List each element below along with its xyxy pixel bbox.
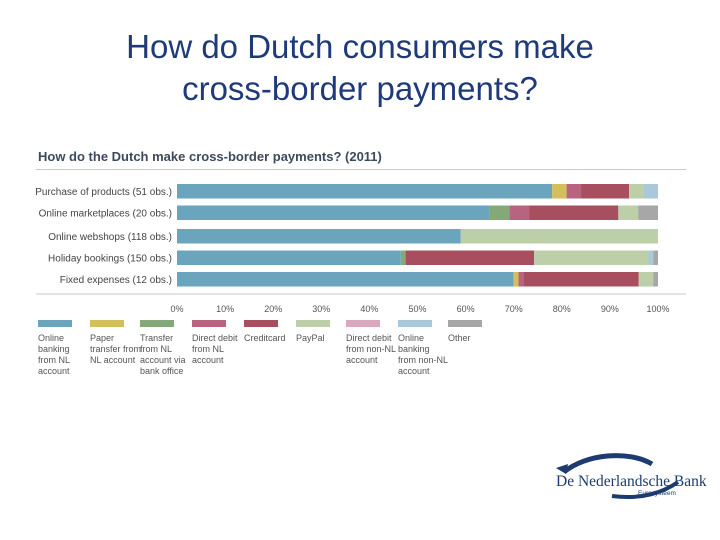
- legend-item: PayPal: [296, 320, 348, 344]
- x-tick-label: 10%: [216, 304, 234, 314]
- legend-item: Transfer from NL account via bank office: [140, 320, 192, 377]
- bar-segment: [177, 272, 514, 287]
- legend-item: Direct debit from non-NL account: [346, 320, 398, 366]
- dnb-swoosh-icon: [556, 453, 680, 499]
- legend-label: PayPal: [296, 333, 325, 343]
- legend-label: Online banking from NL account: [38, 333, 70, 376]
- legend-item: Online banking from non-NL account: [398, 320, 450, 377]
- title-divider: [36, 169, 686, 170]
- bar-segment: [552, 184, 567, 199]
- bar-segment: [648, 250, 654, 265]
- category-label: Online marketplaces (20 obs.): [39, 208, 172, 219]
- legend-item: Creditcard: [244, 320, 296, 344]
- legend-item: Direct debit from NL account: [192, 320, 244, 366]
- slide-title-line-1: How do Dutch consumers make: [126, 28, 594, 65]
- dnb-logo: De Nederlandsche Bank Eurosysteem: [546, 452, 707, 504]
- slide-title-line-2: cross-border payments?: [182, 70, 538, 107]
- bar-segment: [581, 184, 630, 199]
- chart-legend: Online banking from NL account Paper tran…: [38, 320, 698, 400]
- legend-label: Paper transfer from NL account: [90, 333, 142, 365]
- x-tick-label: 0%: [170, 304, 183, 314]
- logo-name: De Nederlandsche Bank: [556, 473, 707, 490]
- legend-swatch: [140, 320, 174, 327]
- legend-label: Other: [448, 333, 471, 343]
- x-tick-label: 60%: [457, 304, 475, 314]
- x-tick-label: 20%: [264, 304, 282, 314]
- bar-segment: [518, 272, 524, 287]
- logo-subtitle: Eurosysteem: [638, 490, 676, 497]
- bar-segment: [638, 205, 658, 220]
- bar-segment: [529, 205, 619, 220]
- legend-swatch: [296, 320, 330, 327]
- legend-item: Online banking from NL account: [38, 320, 90, 377]
- chart-title: How do the Dutch make cross-border payme…: [38, 149, 382, 164]
- bar-segment: [638, 272, 654, 287]
- bar-segment: [509, 205, 530, 220]
- bar-segment: [653, 250, 658, 265]
- legend-item: Other: [448, 320, 500, 344]
- bar-segment: [643, 184, 658, 199]
- bar-segment: [523, 272, 639, 287]
- category-label: Purchase of products (51 obs.): [35, 187, 172, 198]
- legend-swatch: [244, 320, 278, 327]
- bar-segment: [400, 250, 406, 265]
- x-tick-label: 70%: [505, 304, 523, 314]
- legend-swatch: [38, 320, 72, 327]
- bar-segment: [566, 184, 582, 199]
- bar-segment: [653, 272, 658, 287]
- bar-segment: [460, 229, 658, 244]
- legend-label: Online banking from non-NL account: [398, 333, 448, 376]
- slide-title: How do Dutch consumers make cross-border…: [0, 26, 720, 110]
- bar-segment: [405, 250, 535, 265]
- legend-swatch: [448, 320, 482, 327]
- category-label: Online webshops (118 obs.): [48, 232, 172, 243]
- category-label: Fixed expenses (12 obs.): [60, 275, 172, 286]
- bar-segment: [177, 229, 461, 244]
- category-label: Holiday bookings (150 obs.): [48, 253, 172, 264]
- legend-swatch: [192, 320, 226, 327]
- bar-segment: [489, 205, 510, 220]
- legend-label: Direct debit from non-NL account: [346, 333, 396, 365]
- x-tick-label: 50%: [408, 304, 426, 314]
- bar-segment: [629, 184, 644, 199]
- x-tick-label: 30%: [312, 304, 330, 314]
- x-tick-label: 40%: [360, 304, 378, 314]
- bar-segment: [534, 250, 649, 265]
- stacked-bar-chart: Purchase of products (51 obs.) Online mar…: [35, 184, 686, 314]
- x-tick-label: 90%: [601, 304, 619, 314]
- x-tick-label: 100%: [646, 304, 669, 314]
- bar-segment: [177, 205, 490, 220]
- legend-swatch: [398, 320, 432, 327]
- legend-swatch: [346, 320, 380, 327]
- bar-segment: [177, 250, 401, 265]
- x-tick-label: 80%: [553, 304, 571, 314]
- legend-label: Creditcard: [244, 333, 286, 343]
- legend-label: Transfer from NL account via bank office: [140, 333, 186, 376]
- legend-label: Direct debit from NL account: [192, 333, 238, 365]
- legend-swatch: [90, 320, 124, 327]
- bar-segment: [618, 205, 639, 220]
- bar-segment: [513, 272, 519, 287]
- legend-item: Paper transfer from NL account: [90, 320, 142, 366]
- bar-segment: [177, 184, 553, 199]
